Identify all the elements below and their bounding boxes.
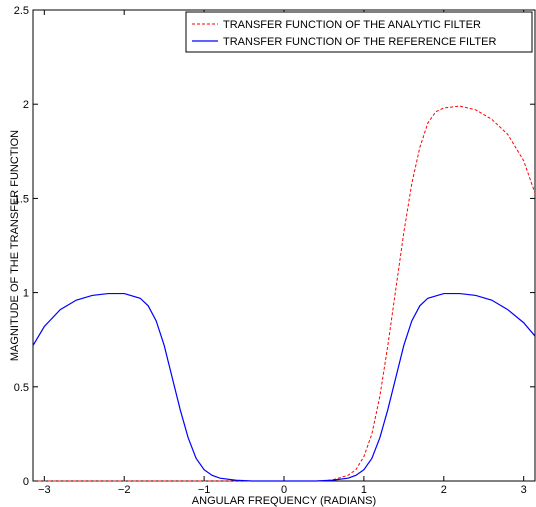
y-tick-label: 1 [23,288,29,300]
legend-label-reference-filter: TRANSFER FUNCTION OF THE REFERENCE FILTE… [223,36,496,48]
x-tick-label: −1 [198,484,211,496]
x-tick-label: 0 [281,484,287,496]
plot-frame [32,9,536,482]
x-axis-ticks: −3 −2 −1 0 1 2 3 [38,10,527,496]
y-tick-label: 2.5 [14,5,29,17]
x-tick-label: 1 [361,484,367,496]
x-axis-label: ANGULAR FREQUENCY (RADIANS) [192,495,376,507]
legend-label-analytic-filter: TRANSFER FUNCTION OF THE ANALYTIC FILTER [223,19,481,31]
y-axis-label: MAGNITUDE OF THE TRANSFER FUNCTION [9,130,21,361]
x-tick-label: 3 [521,484,527,496]
x-tick-label: −3 [38,484,51,496]
plot-area [32,9,536,482]
series-line-analytic-filter [33,105,536,482]
y-tick-label: 2 [23,99,29,111]
x-tick-label: −2 [118,484,131,496]
legend: TRANSFER FUNCTION OF THE ANALYTIC FILTER… [185,11,533,53]
y-tick-label: 0.5 [14,382,29,394]
x-tick-label: 2 [441,484,447,496]
y-tick-label: 1.5 [14,193,29,205]
y-tick-label: 0 [23,476,29,488]
y-axis-ticks: 0 0.5 1 1.5 2 2.5 [14,5,535,488]
legend-box [185,11,533,53]
